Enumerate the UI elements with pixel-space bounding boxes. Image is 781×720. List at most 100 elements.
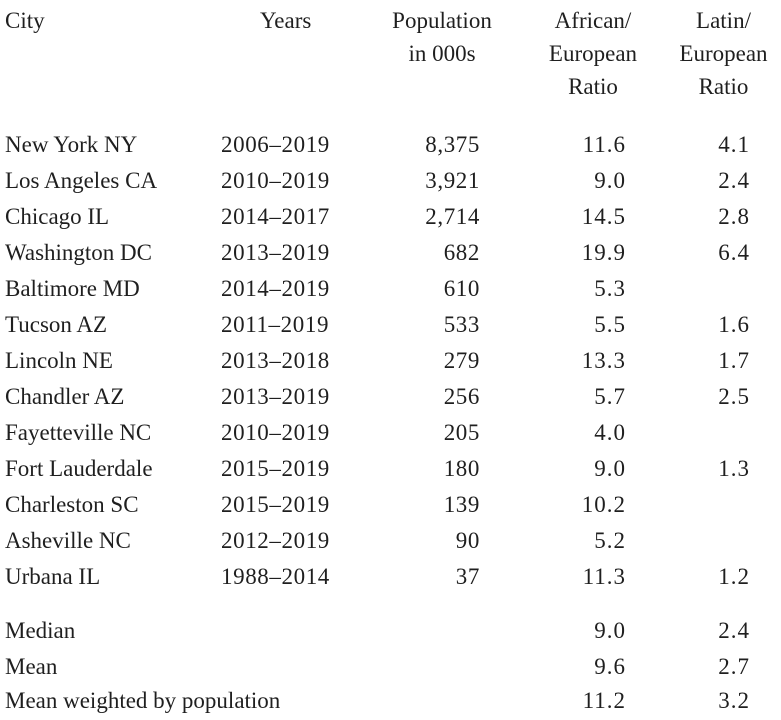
summary-african-ratio: 11.2: [582, 688, 626, 713]
table-row: Chicago IL 2014–2017 2,714 14.5 2.8: [0, 200, 781, 236]
cell-african-ratio: 11.3: [582, 564, 626, 589]
cell-years: 2014–2017: [221, 204, 330, 229]
cell-city: Chicago IL: [5, 204, 110, 229]
cell-african-ratio: 9.0: [594, 168, 626, 193]
header-latin-european-ratio: Latin/ European Ratio: [666, 4, 781, 103]
table-row: Fayetteville NC 2010–2019 205 4.0: [0, 416, 781, 452]
table-row: Washington DC 2013–2019 682 19.9 6.4: [0, 236, 781, 272]
cell-years: 2015–2019: [221, 456, 330, 481]
cell-city: Los Angeles CA: [5, 168, 158, 193]
cell-population: 139: [443, 492, 480, 517]
header-latin-line-3: Ratio: [698, 74, 749, 99]
cell-african-ratio: 5.3: [594, 276, 626, 301]
header-african-line-3: Ratio: [568, 74, 618, 99]
table-row: Tucson AZ 2011–2019 533 5.5 1.6: [0, 308, 781, 344]
cell-years: 2011–2019: [221, 312, 330, 337]
cell-city: Baltimore MD: [5, 276, 140, 301]
cell-latin-ratio: 1.6: [718, 312, 750, 337]
summary-label: Mean: [5, 654, 58, 679]
summary-african-ratio: 9.0: [594, 618, 626, 643]
cell-latin-ratio: 1.3: [718, 456, 750, 481]
cell-city: Washington DC: [5, 240, 153, 265]
table-row: Asheville NC 2012–2019 90 5.2: [0, 524, 781, 560]
cell-population: 205: [443, 420, 480, 445]
cell-city: New York NY: [5, 132, 138, 157]
cell-years: 2010–2019: [221, 420, 330, 445]
header-african-european-ratio: African/ European Ratio: [535, 4, 651, 103]
summary-row-median: Median 9.0 2.4: [0, 614, 781, 650]
cell-years: 2014–2019: [221, 276, 330, 301]
header-african-line-1: African/: [554, 8, 632, 33]
table-row: Lincoln NE 2013–2018 279 13.3 1.7: [0, 344, 781, 380]
cell-years: 2015–2019: [221, 492, 330, 517]
cell-latin-ratio: 1.7: [718, 348, 750, 373]
header-population-line-1: Population: [392, 8, 492, 33]
summary-latin-ratio: 3.2: [718, 688, 750, 713]
cell-city: Urbana IL: [5, 564, 101, 589]
cell-population: 90: [455, 528, 480, 553]
cell-years: 2013–2019: [221, 384, 330, 409]
cell-population: 610: [443, 276, 480, 301]
summary-latin-ratio: 2.4: [718, 618, 750, 643]
cell-years: 1988–2014: [221, 564, 330, 589]
summary-label: Mean weighted by population: [5, 688, 281, 713]
header-population-line-2: in 000s: [408, 41, 476, 66]
summary-latin-ratio: 2.7: [718, 654, 750, 679]
header-african-line-2: European: [548, 41, 638, 66]
cell-city: Charleston SC: [5, 492, 139, 517]
header-population: Population in 000s: [378, 4, 506, 70]
cell-african-ratio: 11.6: [582, 132, 626, 157]
table-row: Baltimore MD 2014–2019 610 5.3: [0, 272, 781, 308]
cell-latin-ratio: 2.4: [718, 168, 750, 193]
cell-years: 2012–2019: [221, 528, 330, 553]
cell-years: 2006–2019: [221, 132, 330, 157]
cell-years: 2010–2019: [221, 168, 330, 193]
cell-population: 37: [455, 564, 480, 589]
cell-city: Chandler AZ: [5, 384, 125, 409]
cell-african-ratio: 5.5: [594, 312, 626, 337]
header-city: City: [5, 8, 45, 33]
cell-african-ratio: 5.2: [594, 528, 626, 553]
summary-row-weighted-mean: Mean weighted by population 11.2 3.2: [0, 684, 781, 720]
table-row: Urbana IL 1988–2014 37 11.3 1.2: [0, 560, 781, 596]
cell-latin-ratio: 4.1: [718, 132, 750, 157]
summary-row-mean: Mean 9.6 2.7: [0, 650, 781, 686]
table-row: Fort Lauderdale 2015–2019 180 9.0 1.3: [0, 452, 781, 488]
cell-years: 2013–2019: [221, 240, 330, 265]
cell-population: 8,375: [425, 132, 480, 157]
cell-african-ratio: 4.0: [594, 420, 626, 445]
table-row: Chandler AZ 2013–2019 256 5.7 2.5: [0, 380, 781, 416]
cell-population: 3,921: [425, 168, 480, 193]
cell-population: 533: [443, 312, 480, 337]
cell-african-ratio: 5.7: [594, 384, 626, 409]
cell-years: 2013–2018: [221, 348, 330, 373]
cell-latin-ratio: 2.8: [718, 204, 750, 229]
cell-african-ratio: 10.2: [581, 492, 626, 517]
cell-population: 2,714: [425, 204, 480, 229]
cell-african-ratio: 9.0: [594, 456, 626, 481]
cell-city: Fort Lauderdale: [5, 456, 153, 481]
header-latin-line-2: European: [679, 41, 768, 66]
cell-latin-ratio: 2.5: [718, 384, 750, 409]
summary-label: Median: [5, 618, 76, 643]
cell-latin-ratio: 6.4: [718, 240, 750, 265]
table-row: Charleston SC 2015–2019 139 10.2: [0, 488, 781, 524]
cell-african-ratio: 19.9: [581, 240, 626, 265]
cell-population: 256: [443, 384, 480, 409]
cell-city: Asheville NC: [5, 528, 131, 553]
cell-city: Tucson AZ: [5, 312, 108, 337]
table-row: Los Angeles CA 2010–2019 3,921 9.0 2.4: [0, 164, 781, 200]
header-latin-line-1: Latin/: [696, 8, 751, 33]
cell-african-ratio: 14.5: [581, 204, 626, 229]
cell-population: 682: [443, 240, 480, 265]
cell-latin-ratio: 1.2: [718, 564, 750, 589]
table-row: New York NY 2006–2019 8,375 11.6 4.1: [0, 128, 781, 164]
cell-population: 180: [443, 456, 480, 481]
summary-african-ratio: 9.6: [594, 654, 626, 679]
header-years: Years: [260, 8, 312, 33]
cell-african-ratio: 13.3: [581, 348, 626, 373]
cell-city: Lincoln NE: [5, 348, 113, 373]
cell-population: 279: [443, 348, 480, 373]
cell-city: Fayetteville NC: [5, 420, 152, 445]
